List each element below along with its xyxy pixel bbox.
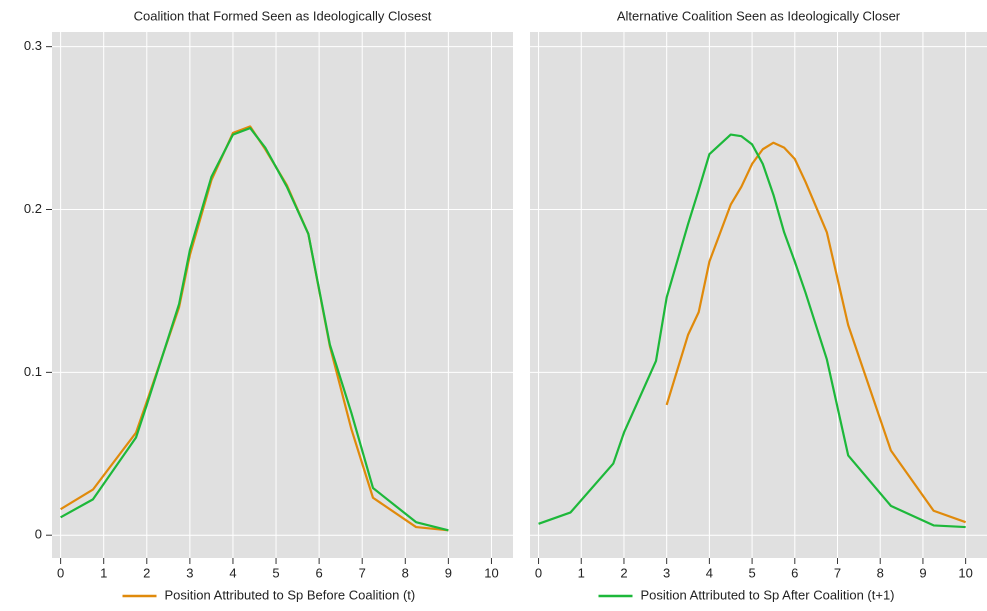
x-tick-label: 8 [877, 565, 884, 580]
x-tick-label: 7 [359, 565, 366, 580]
x-tick-label: 10 [484, 565, 498, 580]
x-tick-label: 10 [958, 565, 972, 580]
x-tick-label: 6 [316, 565, 323, 580]
x-tick-label: 1 [578, 565, 585, 580]
x-tick-label: 3 [663, 565, 670, 580]
x-tick-label: 2 [143, 565, 150, 580]
x-tick-label: 0 [535, 565, 542, 580]
legend-label: Position Attributed to Sp After Coalitio… [641, 587, 895, 602]
series-line [665, 141, 967, 524]
y-tick-label: 0.2 [24, 201, 42, 216]
x-tick-label: 9 [919, 565, 926, 580]
x-tick-label: 4 [229, 565, 236, 580]
x-tick-label: 3 [186, 565, 193, 580]
series-line [538, 133, 966, 529]
y-tick-label: 0.3 [24, 38, 42, 53]
legend-label: Position Attributed to Sp Before Coaliti… [165, 587, 416, 602]
y-tick-label: 0 [35, 527, 42, 542]
x-tick-label: 0 [57, 565, 64, 580]
x-tick-label: 5 [748, 565, 755, 580]
plot-background [52, 32, 513, 558]
x-tick-label: 4 [706, 565, 713, 580]
x-tick-label: 2 [620, 565, 627, 580]
x-tick-label: 9 [445, 565, 452, 580]
x-tick-label: 5 [272, 565, 279, 580]
x-tick-label: 8 [402, 565, 409, 580]
x-tick-label: 6 [791, 565, 798, 580]
series-line [60, 126, 449, 532]
y-tick-label: 0.1 [24, 364, 42, 379]
x-tick-label: 1 [100, 565, 107, 580]
panel-title: Coalition that Formed Seen as Ideologica… [134, 8, 432, 23]
series-line [60, 125, 449, 532]
x-tick-label: 7 [834, 565, 841, 580]
panel-title: Alternative Coalition Seen as Ideologica… [617, 8, 901, 23]
